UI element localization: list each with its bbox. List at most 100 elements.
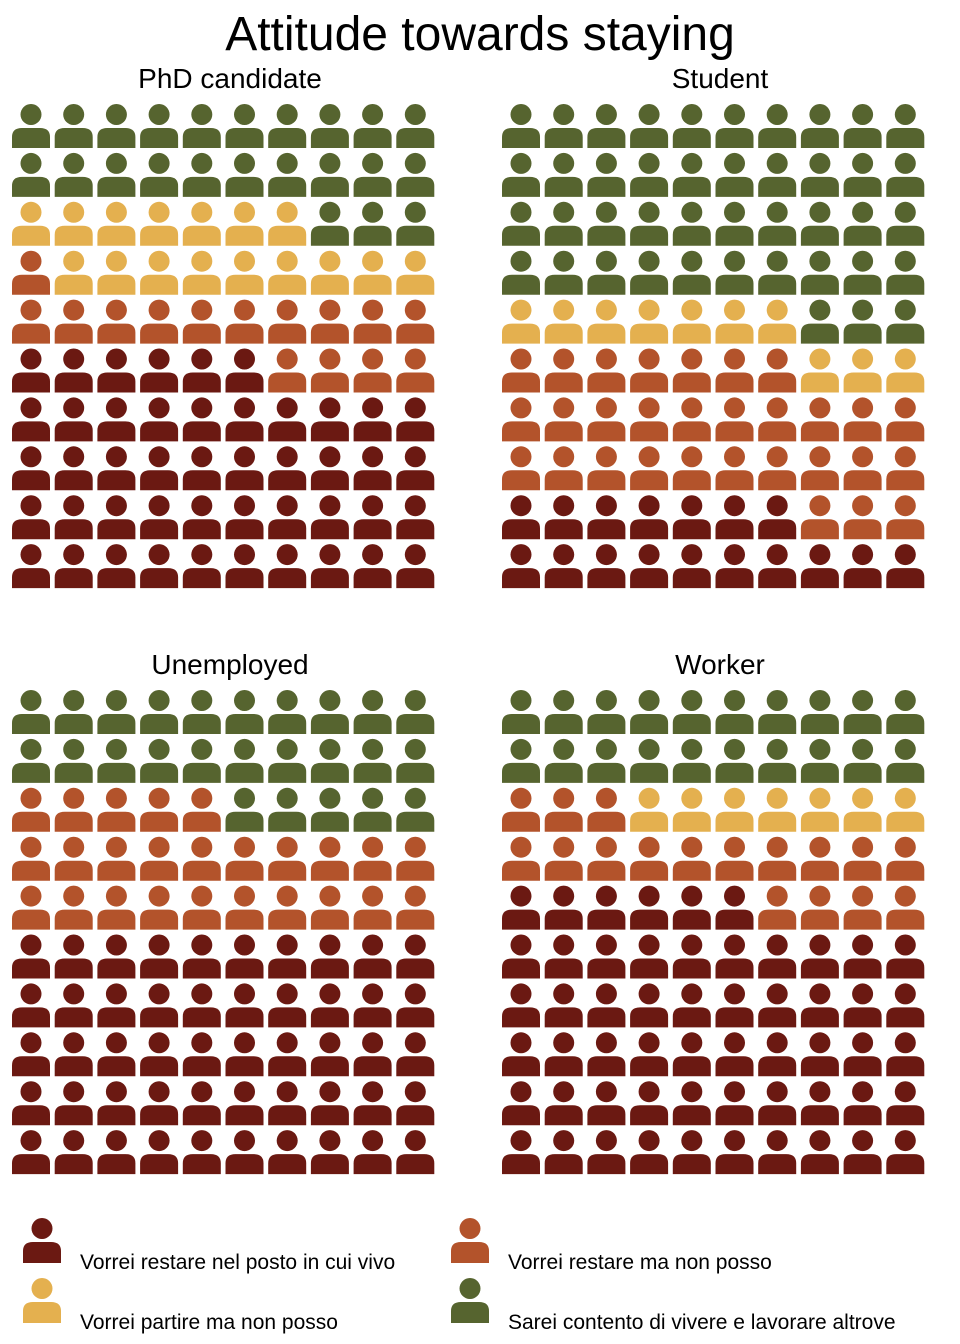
person-icon-vorrei-partire-ma-non-posso <box>544 299 583 344</box>
person-icon-vorrei-restare-nel-posto-in-cui-vivo <box>12 397 50 442</box>
person-icon-sarei-contento-di-vivere-e-lavorare-altrove <box>396 690 435 734</box>
person-icon-sarei-contento-di-vivere-e-lavorare-altrove <box>310 787 349 832</box>
person-icon-vorrei-partire-ma-non-posso <box>587 299 626 344</box>
person-icon-vorrei-restare-ma-non-posso <box>353 836 392 881</box>
person-icon-vorrei-restare-nel-posto-in-cui-vivo <box>12 348 50 393</box>
person-icon-vorrei-restare-nel-posto-in-cui-vivo <box>715 495 754 540</box>
person-icon-sarei-contento-di-vivere-e-lavorare-altrove <box>54 690 93 734</box>
person-icon-sarei-contento-di-vivere-e-lavorare-altrove <box>758 738 797 783</box>
person-icon-vorrei-restare-nel-posto-in-cui-vivo <box>310 983 349 1028</box>
person-icon-vorrei-restare-ma-non-posso <box>268 885 307 930</box>
person-icon-sarei-contento-di-vivere-e-lavorare-altrove <box>97 690 136 734</box>
person-icon-sarei-contento-di-vivere-e-lavorare-altrove <box>140 738 179 783</box>
person-icon-vorrei-restare-nel-posto-in-cui-vivo <box>800 934 839 979</box>
person-icon-vorrei-restare-nel-posto-in-cui-vivo <box>182 983 221 1028</box>
person-icon-vorrei-restare-nel-posto-in-cui-vivo <box>630 544 669 589</box>
person-icon-sarei-contento-di-vivere-e-lavorare-altrove <box>544 104 583 148</box>
person-icon-vorrei-partire-ma-non-posso <box>268 250 307 295</box>
person-icon-sarei-contento-di-vivere-e-lavorare-altrove <box>182 152 221 197</box>
person-icon-vorrei-restare-nel-posto-in-cui-vivo <box>843 1032 882 1077</box>
waffle-grid <box>502 104 925 589</box>
person-icon-vorrei-restare-ma-non-posso <box>54 787 93 832</box>
person-icon-sarei-contento-di-vivere-e-lavorare-altrove <box>353 104 392 148</box>
person-icon-vorrei-restare-nel-posto-in-cui-vivo <box>502 1130 540 1175</box>
person-icon-vorrei-restare-ma-non-posso <box>97 299 136 344</box>
person-icon-vorrei-restare-nel-posto-in-cui-vivo <box>758 934 797 979</box>
person-icon-vorrei-partire-ma-non-posso <box>843 787 882 832</box>
person-icon-vorrei-restare-ma-non-posso <box>843 446 882 491</box>
person-icon-vorrei-restare-ma-non-posso <box>54 885 93 930</box>
person-icon-vorrei-restare-nel-posto-in-cui-vivo <box>97 1130 136 1175</box>
person-icon-sarei-contento-di-vivere-e-lavorare-altrove <box>502 250 540 295</box>
person-icon-vorrei-restare-nel-posto-in-cui-vivo <box>886 1130 925 1175</box>
person-icon-vorrei-restare-ma-non-posso <box>268 348 307 393</box>
panel-unemployed: Unemployed <box>10 648 450 1208</box>
person-icon-vorrei-restare-nel-posto-in-cui-vivo <box>886 983 925 1028</box>
person-icon-vorrei-restare-nel-posto-in-cui-vivo <box>54 1081 93 1126</box>
person-icon-vorrei-partire-ma-non-posso <box>502 299 540 344</box>
person-icon-vorrei-restare-nel-posto-in-cui-vivo <box>54 983 93 1028</box>
person-icon-vorrei-restare-ma-non-posso <box>587 397 626 442</box>
person-icon-sarei-contento-di-vivere-e-lavorare-altrove <box>353 787 392 832</box>
panel-student: Student <box>500 62 940 622</box>
person-icon-sarei-contento-di-vivere-e-lavorare-altrove <box>396 152 435 197</box>
person-icon-vorrei-restare-nel-posto-in-cui-vivo <box>502 934 540 979</box>
person-icon-vorrei-restare-ma-non-posso <box>800 397 839 442</box>
person-icon-vorrei-restare-ma-non-posso <box>800 495 839 540</box>
person-icon-sarei-contento-di-vivere-e-lavorare-altrove <box>672 690 711 734</box>
person-icon-vorrei-restare-nel-posto-in-cui-vivo <box>353 1032 392 1077</box>
person-icon-vorrei-restare-nel-posto-in-cui-vivo <box>396 1081 435 1126</box>
person-icon-vorrei-partire-ma-non-posso <box>758 787 797 832</box>
person-icon-vorrei-restare-nel-posto-in-cui-vivo <box>310 1032 349 1077</box>
person-icon-vorrei-restare-ma-non-posso <box>544 446 583 491</box>
person-icon-vorrei-partire-ma-non-posso <box>800 787 839 832</box>
person-icon-vorrei-restare-nel-posto-in-cui-vivo <box>182 446 221 491</box>
person-icon-vorrei-restare-nel-posto-in-cui-vivo <box>715 885 754 930</box>
person-icon-vorrei-restare-nel-posto-in-cui-vivo <box>886 544 925 589</box>
person-icon-sarei-contento-di-vivere-e-lavorare-altrove <box>630 152 669 197</box>
person-icon-vorrei-restare-nel-posto-in-cui-vivo <box>12 1032 50 1077</box>
person-icon-sarei-contento-di-vivere-e-lavorare-altrove <box>715 201 754 246</box>
person-icon-vorrei-restare-nel-posto-in-cui-vivo <box>587 495 626 540</box>
person-icon-sarei-contento-di-vivere-e-lavorare-altrove <box>502 690 540 734</box>
person-icon-vorrei-restare-ma-non-posso <box>672 836 711 881</box>
person-icon-vorrei-restare-ma-non-posso <box>843 836 882 881</box>
person-icon-vorrei-restare-nel-posto-in-cui-vivo <box>97 397 136 442</box>
person-icon-sarei-contento-di-vivere-e-lavorare-altrove <box>715 250 754 295</box>
person-icon-vorrei-restare-nel-posto-in-cui-vivo <box>54 495 93 540</box>
person-icon-sarei-contento-di-vivere-e-lavorare-altrove <box>353 690 392 734</box>
person-icon-sarei-contento-di-vivere-e-lavorare-altrove <box>310 690 349 734</box>
person-icon-vorrei-restare-nel-posto-in-cui-vivo <box>396 934 435 979</box>
person-icon-vorrei-restare-nel-posto-in-cui-vivo <box>800 544 839 589</box>
person-icon-sarei-contento-di-vivere-e-lavorare-altrove <box>182 104 221 148</box>
person-icon-vorrei-restare-ma-non-posso <box>715 446 754 491</box>
person-icon-vorrei-restare-ma-non-posso <box>544 348 583 393</box>
person-icon-vorrei-restare-nel-posto-in-cui-vivo <box>353 544 392 589</box>
person-icon-vorrei-restare-nel-posto-in-cui-vivo <box>587 1081 626 1126</box>
person-icon-sarei-contento-di-vivere-e-lavorare-altrove <box>268 152 307 197</box>
person-icon-vorrei-partire-ma-non-posso <box>225 250 264 295</box>
person-icon-sarei-contento-di-vivere-e-lavorare-altrove <box>587 690 626 734</box>
person-icon-vorrei-restare-nel-posto-in-cui-vivo <box>800 983 839 1028</box>
chart-title: Attitude towards staying <box>225 8 735 61</box>
person-icon-vorrei-restare-ma-non-posso <box>353 885 392 930</box>
person-icon-vorrei-partire-ma-non-posso <box>97 201 136 246</box>
person-icon-vorrei-restare-ma-non-posso <box>396 299 435 344</box>
person-icon-vorrei-restare-ma-non-posso <box>544 787 583 832</box>
person-icon-vorrei-restare-ma-non-posso <box>268 836 307 881</box>
waffle-grid <box>12 690 435 1175</box>
person-icon-vorrei-restare-nel-posto-in-cui-vivo <box>672 934 711 979</box>
person-icon-vorrei-restare-ma-non-posso <box>800 885 839 930</box>
legend-label: Vorrei restare nel posto in cui vivo <box>80 1251 396 1274</box>
person-icon-vorrei-restare-nel-posto-in-cui-vivo <box>54 397 93 442</box>
person-icon-vorrei-restare-nel-posto-in-cui-vivo <box>843 1081 882 1126</box>
person-icon-vorrei-partire-ma-non-posso <box>268 201 307 246</box>
person-icon-sarei-contento-di-vivere-e-lavorare-altrove <box>758 690 797 734</box>
person-icon-vorrei-restare-ma-non-posso <box>886 836 925 881</box>
person-icon-sarei-contento-di-vivere-e-lavorare-altrove <box>97 152 136 197</box>
person-icon-vorrei-restare-nel-posto-in-cui-vivo <box>886 1081 925 1126</box>
person-icon-vorrei-restare-nel-posto-in-cui-vivo <box>630 885 669 930</box>
person-icon-sarei-contento-di-vivere-e-lavorare-altrove <box>502 104 540 148</box>
panel-title: Unemployed <box>151 649 309 680</box>
person-icon-vorrei-restare-nel-posto-in-cui-vivo <box>225 348 264 393</box>
